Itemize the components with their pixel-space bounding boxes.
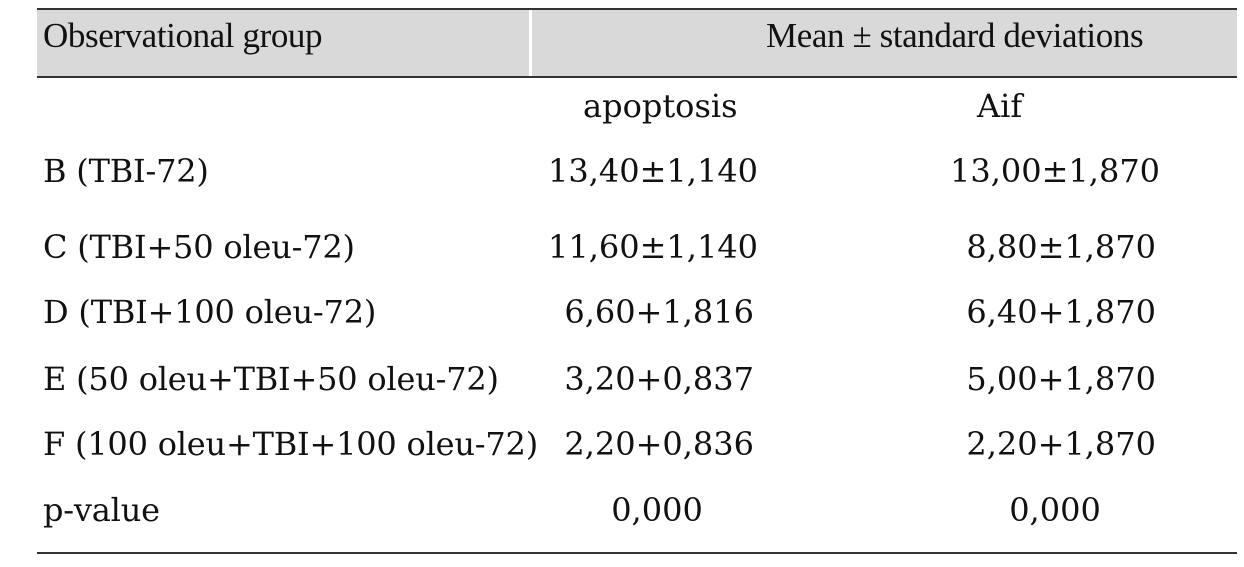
row-aif-value: 2,20+1,870 xyxy=(966,425,1156,463)
row-apoptosis-value: 0,000 xyxy=(611,491,703,529)
row-group-label: B (TBI-72) xyxy=(43,152,209,190)
row-apoptosis-value: 11,60±1,140 xyxy=(548,228,759,266)
row-aif-value: 5,00+1,870 xyxy=(966,360,1156,398)
subheader-aif: Aif xyxy=(977,87,1023,125)
table-bottom-rule xyxy=(37,552,1237,554)
row-aif-value: 0,000 xyxy=(1009,491,1101,529)
header-mean-sd: Mean ± standard deviations xyxy=(766,16,1144,55)
header-observational-group: Observational group xyxy=(43,16,323,55)
row-group-label: p-value xyxy=(43,491,160,529)
row-apoptosis-value: 13,40±1,140 xyxy=(548,152,759,190)
row-group-label: C (TBI+50 oleu-72) xyxy=(43,228,355,266)
row-aif-value: 8,80±1,870 xyxy=(966,228,1156,266)
row-group-label: F (100 oleu+TBI+100 oleu-72) xyxy=(43,425,538,463)
row-group-label: D (TBI+100 oleu-72) xyxy=(43,293,377,331)
row-aif-value: 6,40+1,870 xyxy=(966,293,1156,331)
row-apoptosis-value: 2,20+0,836 xyxy=(564,425,754,463)
table-header-band xyxy=(37,10,1237,76)
row-group-label: E (50 oleu+TBI+50 oleu-72) xyxy=(43,360,499,398)
subheader-apoptosis: apoptosis xyxy=(583,87,738,125)
header-column-divider xyxy=(529,10,532,76)
table-header-rule xyxy=(37,76,1237,78)
row-apoptosis-value: 3,20+0,837 xyxy=(564,360,754,398)
row-aif-value: 13,00±1,870 xyxy=(950,152,1161,190)
row-apoptosis-value: 6,60+1,816 xyxy=(564,293,754,331)
table-top-rule xyxy=(37,8,1237,10)
